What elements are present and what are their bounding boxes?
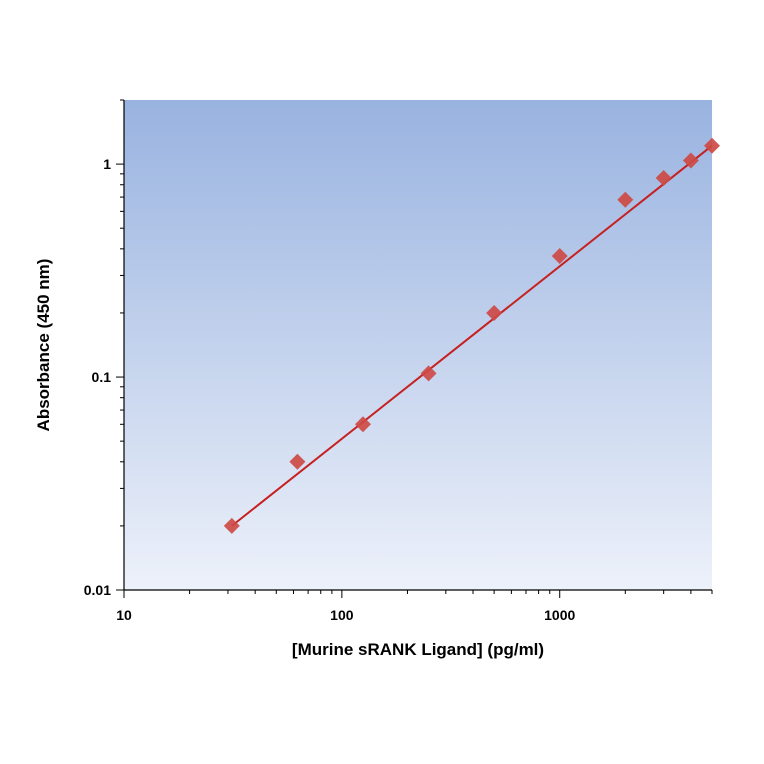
x-axis-title: [Murine sRANK Ligand] (pg/ml) [292,640,544,659]
data-point [223,517,240,534]
data-point [551,248,568,265]
data-point [420,365,437,382]
plot-area [124,100,712,590]
x-tick-label: 10 [116,607,132,623]
data-point [617,191,634,208]
data-point [655,170,672,187]
data-point [486,304,503,321]
y-axis-title: Absorbance (450 nm) [34,259,53,432]
data-point [289,453,306,470]
x-tick-label: 1000 [544,607,575,623]
fit-line [231,144,713,527]
data-point [354,416,371,433]
data-point [682,152,699,169]
data-point [704,137,720,154]
x-tick-label: 100 [330,607,354,623]
y-tick-label: 1 [103,156,111,172]
y-tick-label: 0.1 [92,369,112,385]
y-tick-label: 0.01 [84,582,111,598]
